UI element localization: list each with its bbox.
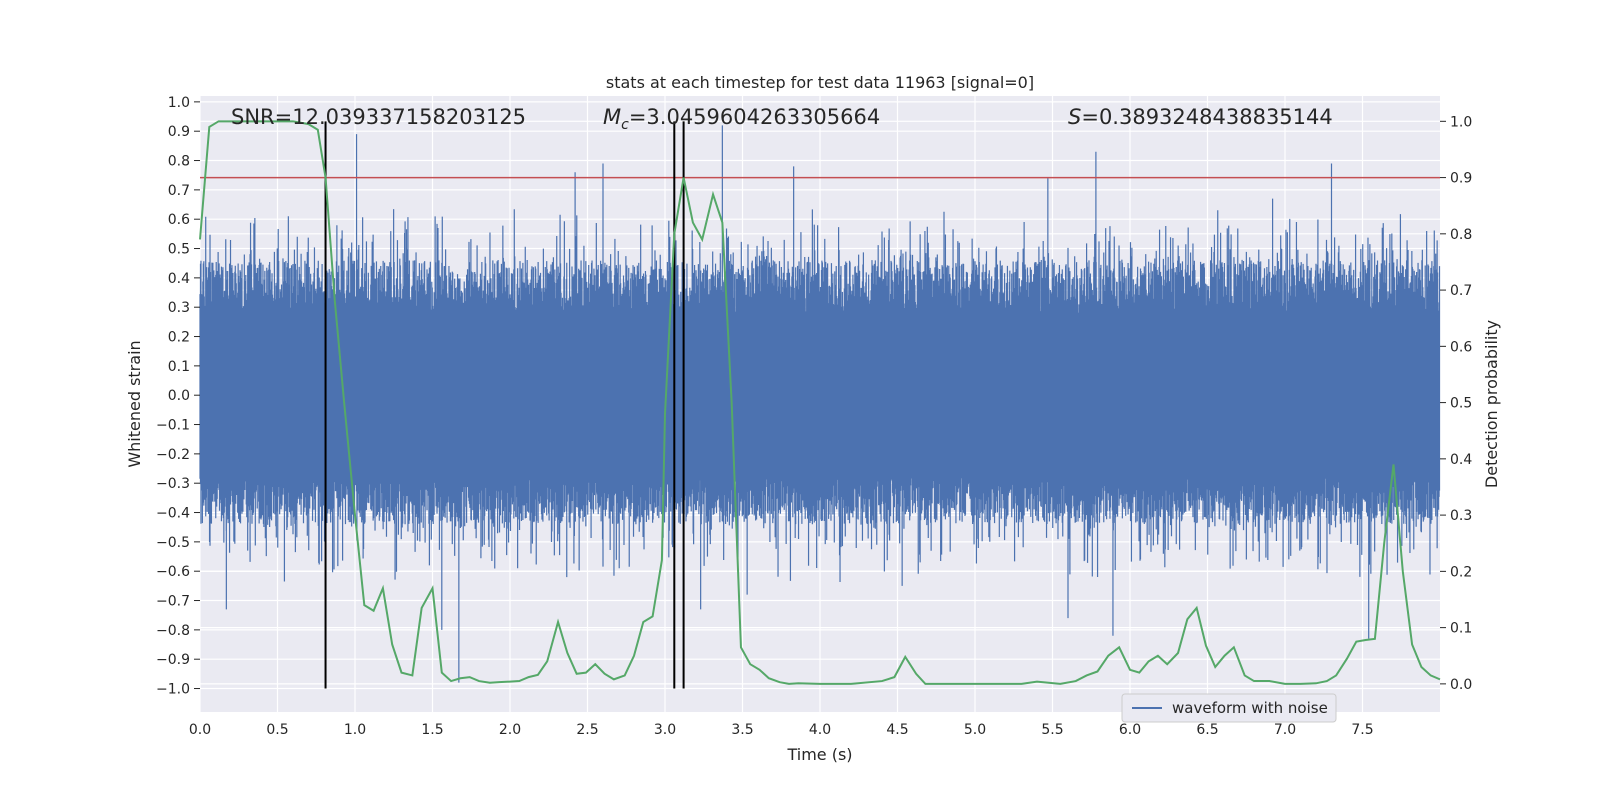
x-tick-label-10: 5.0 <box>964 722 986 738</box>
x-axis-label: Time (s) <box>786 745 852 764</box>
mc-annotation: Mc=3.0459604263305664 <box>603 105 880 133</box>
detection-probability-line <box>199 120 1441 685</box>
x-tick-label-14: 7.0 <box>1274 722 1296 738</box>
y-tick-label-right-6: 0.4 <box>1450 452 1472 468</box>
legend-entry: waveform with noise <box>1172 699 1328 717</box>
x-tick-label-12: 6.0 <box>1119 722 1141 738</box>
chart-title: stats at each timestep for test data 119… <box>606 73 1034 92</box>
legend: waveform with noise <box>1121 693 1337 723</box>
mc-value: =3.0459604263305664 <box>629 105 880 129</box>
y-tick-label-left-11: −0.1 <box>156 418 190 434</box>
s-symbol: S <box>1068 105 1081 129</box>
y-tick-label-left-7: 0.3 <box>168 300 190 316</box>
y-tick-label-left-3: 0.7 <box>168 183 190 199</box>
y-tick-label-left-2: 0.8 <box>168 154 190 170</box>
y-axis-label-left: Whitened strain <box>125 340 144 467</box>
y-tick-label-right-2: 0.8 <box>1450 227 1472 243</box>
x-tick-label-11: 5.5 <box>1041 722 1063 738</box>
y-tick-label-right-4: 0.6 <box>1450 339 1472 355</box>
y-tick-label-right-3: 0.7 <box>1450 283 1472 299</box>
y-axis-label-right: Detection probability <box>1482 320 1501 488</box>
y-ticks-right: 1.0 0.9 0.8 0.7 0.6 0.5 0.4 0.3 0.2 0.1 0.0 <box>1440 114 1472 693</box>
y-tick-label-left-4: 0.6 <box>168 212 190 228</box>
y-tick-label-left-6: 0.4 <box>168 271 190 287</box>
waveform-series <box>199 125 1441 683</box>
x-tick-label-15: 7.5 <box>1351 722 1373 738</box>
y-tick-label-left-19: −0.9 <box>156 652 190 668</box>
waveform-path <box>199 125 1441 683</box>
y-tick-label-left-8: 0.2 <box>168 330 190 346</box>
y-tick-label-left-12: −0.2 <box>156 447 190 463</box>
x-ticks: 0.0 0.5 1.0 1.5 2.0 2.5 3.0 3.5 4.0 4.5 5.0 5.5 6.0 6… <box>189 722 1374 738</box>
y-tick-label-left-18: −0.8 <box>156 623 190 639</box>
y-tick-label-left-13: −0.3 <box>156 476 190 492</box>
y-tick-label-right-1: 0.9 <box>1450 171 1472 187</box>
y-tick-label-left-5: 0.5 <box>168 242 190 258</box>
y-tick-label-left-20: −1.0 <box>156 682 190 698</box>
y-tick-label-left-17: −0.7 <box>156 594 190 610</box>
x-tick-label-13: 6.5 <box>1196 722 1218 738</box>
y-tick-label-left-15: −0.5 <box>156 535 190 551</box>
y-tick-label-left-16: −0.6 <box>156 564 190 580</box>
x-tick-label-0: 0.0 <box>189 722 211 738</box>
y-tick-label-right-7: 0.3 <box>1450 508 1472 524</box>
y-ticks-left: 1.0 0.9 0.8 0.7 0.6 0.5 0.4 0.3 0.2 0.1 0.0 −0.1 −0.… <box>156 95 200 698</box>
y-tick-label-right-0: 1.0 <box>1450 114 1472 130</box>
y-tick-label-left-0: 1.0 <box>168 95 190 111</box>
x-tick-label-5: 2.5 <box>576 722 598 738</box>
x-tick-label-2: 1.0 <box>344 722 366 738</box>
x-tick-label-7: 3.5 <box>731 722 753 738</box>
y-tick-label-left-14: −0.4 <box>156 506 190 522</box>
s-annotation: S=0.3893248438835144 <box>1068 105 1333 129</box>
y-tick-label-left-9: 0.1 <box>168 359 190 375</box>
y-tick-label-left-1: 0.9 <box>168 124 190 140</box>
x-tick-label-8: 4.0 <box>809 722 831 738</box>
legend-box <box>1121 693 1337 723</box>
y-tick-label-right-9: 0.1 <box>1450 621 1472 637</box>
s-value: =0.3893248438835144 <box>1081 105 1332 129</box>
x-tick-label-4: 2.0 <box>499 722 521 738</box>
x-tick-label-6: 3.0 <box>654 722 676 738</box>
mc-symbol: M <box>603 105 621 129</box>
y-tick-label-right-5: 0.5 <box>1450 396 1472 412</box>
mc-subscript: c <box>621 117 629 133</box>
vertical-markers <box>324 121 685 689</box>
y-tick-label-right-8: 0.2 <box>1450 564 1472 580</box>
x-tick-label-3: 1.5 <box>421 722 443 738</box>
snr-annotation: SNR=12.039337158203125 <box>231 105 526 129</box>
y-tick-label-left-10: 0.0 <box>168 388 190 404</box>
y-tick-label-right-10: 0.0 <box>1450 677 1472 693</box>
x-tick-label-1: 0.5 <box>266 722 288 738</box>
x-tick-label-9: 4.5 <box>886 722 908 738</box>
